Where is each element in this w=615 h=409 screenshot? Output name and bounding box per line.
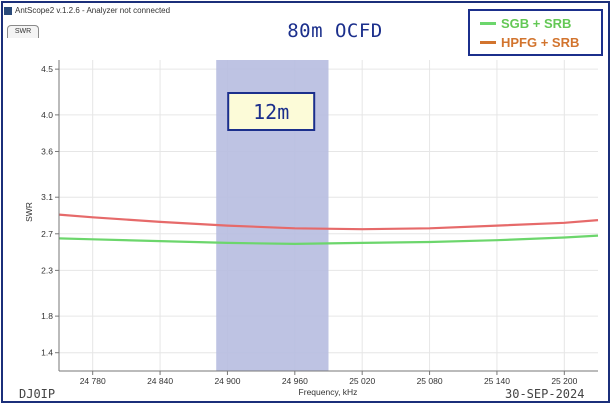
- y-tick-label: 1.4: [41, 348, 53, 358]
- x-tick-label: 25 080: [417, 376, 443, 386]
- y-tick-label: 1.8: [41, 311, 53, 321]
- legend-swatch-green: [480, 22, 496, 25]
- title-bar: AntScope2 v.1.2.6 - Analyzer not connect…: [4, 4, 170, 18]
- x-axis-title: Frequency, kHz: [299, 387, 358, 397]
- x-tick-label: 25 020: [349, 376, 375, 386]
- app-icon: [4, 7, 12, 15]
- x-tick-label: 24 780: [80, 376, 106, 386]
- y-tick-label: 3.6: [41, 146, 53, 156]
- legend: SGB + SRB HPFG + SRB: [468, 9, 603, 56]
- legend-swatch-red: [480, 41, 496, 44]
- legend-item-sgb: SGB + SRB: [480, 16, 571, 31]
- band-label-box: [227, 92, 316, 131]
- y-tick-label: 2.7: [41, 229, 53, 239]
- legend-item-hpfg: HPFG + SRB: [480, 35, 579, 50]
- x-tick-label: 25 140: [484, 376, 510, 386]
- series-layer: [58, 213, 599, 246]
- x-tick-label: 24 960: [282, 376, 308, 386]
- callsign: DJ0IP: [19, 387, 56, 401]
- series-line-sgb-srb: [58, 234, 599, 246]
- y-tick-label: 4.5: [41, 64, 53, 74]
- legend-label: SGB + SRB: [501, 16, 572, 31]
- series-line-hpfg-srb: [58, 213, 599, 231]
- x-tick-label: 24 840: [147, 376, 173, 386]
- axis-ticks: 24 780 24 840 24 900 24 960 25 020 25 080 25 1…: [41, 64, 577, 386]
- date-stamp: 30-SEP-2024: [505, 387, 585, 401]
- y-axis-title: SWR: [24, 202, 34, 222]
- tab-swr[interactable]: SWR: [7, 25, 39, 38]
- y-tick-label: 3.1: [41, 192, 53, 202]
- y-tick-label: 4.0: [41, 110, 53, 120]
- y-tick-label: 2.3: [41, 265, 53, 275]
- window-title: AntScope2 v.1.2.6 - Analyzer not connect…: [15, 6, 171, 15]
- chart-title: 80m OCFD: [287, 20, 383, 42]
- x-tick-label: 24 900: [214, 376, 240, 386]
- band-label: 12m: [253, 100, 289, 124]
- x-tick-label: 25 200: [551, 376, 577, 386]
- legend-label: HPFG + SRB: [501, 35, 580, 50]
